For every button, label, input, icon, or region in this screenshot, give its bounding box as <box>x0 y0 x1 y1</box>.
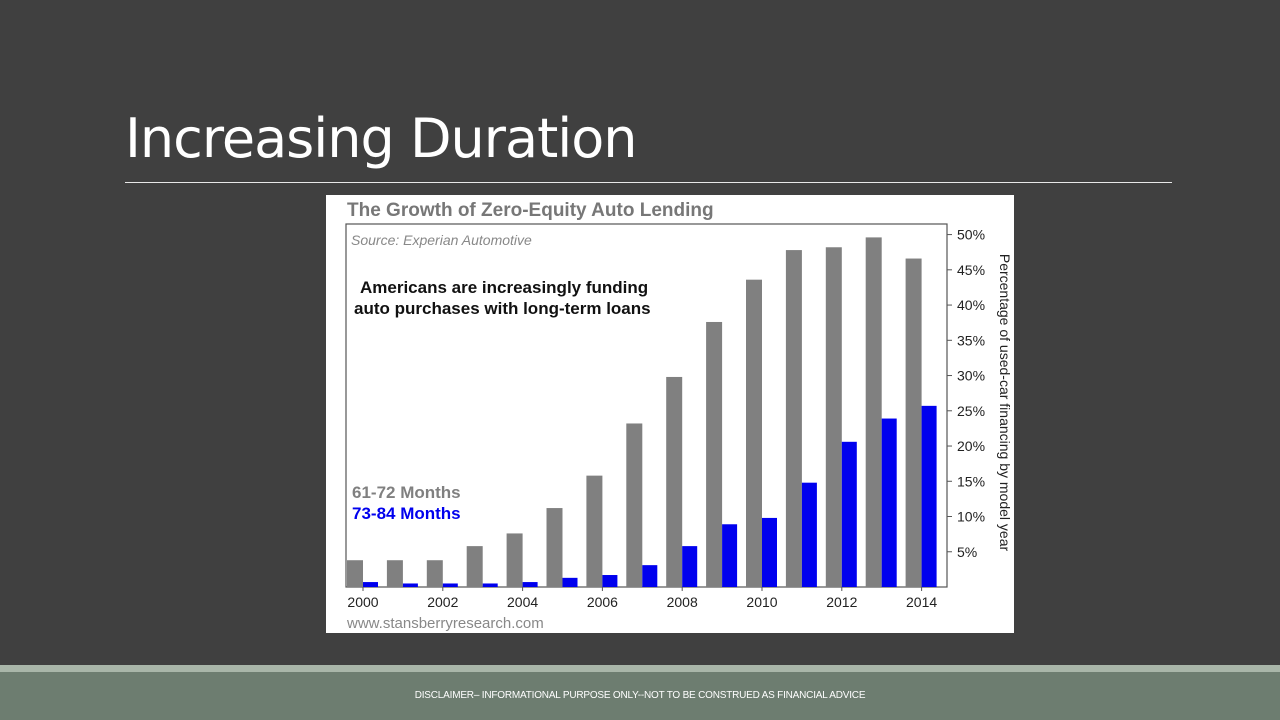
bar-61-72-2001 <box>386 560 403 587</box>
bar-61-72-2000 <box>347 560 363 587</box>
bar-73-84-2014 <box>921 405 937 587</box>
y-tick-label: 30% <box>957 368 985 384</box>
bar-61-72-2012 <box>825 247 842 587</box>
footer-bar <box>0 672 1280 720</box>
y-tick-label: 45% <box>957 262 985 278</box>
bar-73-84-2004 <box>522 582 538 587</box>
bar-73-84-2002 <box>442 583 458 587</box>
y-tick-label: 15% <box>957 473 985 489</box>
legend-item-61-72: 61-72 Months <box>352 483 461 502</box>
x-tick-label: 2008 <box>667 594 698 610</box>
chart-annotation-line-2: auto purchases with long-term loans <box>354 299 651 318</box>
chart-footer-url: www.stansberryresearch.com <box>346 615 544 632</box>
bar-61-72-2006 <box>586 475 603 587</box>
y-tick-label: 25% <box>957 403 985 419</box>
bar-61-72-2002 <box>426 560 443 587</box>
bar-61-72-2008 <box>666 376 683 587</box>
bar-73-84-2008 <box>682 546 698 587</box>
x-tick-label: 2002 <box>427 594 458 610</box>
y-axis: 5% 10% 15% 20% 25% 30% 35% 40% 45% 50% <box>947 227 985 560</box>
bar-73-84-2009 <box>722 524 738 587</box>
chart-image: The Growth of Zero-Equity Auto Lending S… <box>326 195 1014 633</box>
bar-73-84-2012 <box>841 441 857 587</box>
bar-73-84-2011 <box>801 482 817 587</box>
x-tick-label: 2000 <box>347 594 378 610</box>
x-axis: 2000 2002 2004 2006 2008 2010 2012 2014 <box>347 587 937 610</box>
chart-svg: The Growth of Zero-Equity Auto Lending S… <box>345 200 1013 632</box>
bar-73-84-2001 <box>402 583 418 587</box>
footer-stripe <box>0 665 1280 672</box>
disclaimer-text: DISCLAIMER– INFORMATIONAL PURPOSE ONLY--… <box>414 690 866 701</box>
y-axis-label: Percentage of used-car financing by mode… <box>997 254 1013 552</box>
legend-item-73-84: 73-84 Months <box>352 504 461 523</box>
bar-73-84-2013 <box>881 418 897 587</box>
bar-73-84-2000 <box>363 582 378 587</box>
bar-73-84-2007 <box>642 565 658 587</box>
bar-73-84-2006 <box>602 575 618 587</box>
y-tick-label: 10% <box>957 509 985 525</box>
x-tick-label: 2006 <box>587 594 618 610</box>
bar-73-84-2010 <box>762 517 777 587</box>
bar-61-72-2010 <box>746 279 762 587</box>
chart-title: The Growth of Zero-Equity Auto Lending <box>347 200 714 221</box>
bar-61-72-2003 <box>466 546 483 587</box>
bar-73-84-2005 <box>562 577 578 587</box>
bar-61-72-2005 <box>546 508 563 587</box>
slide-title: Increasing Duration <box>125 107 638 170</box>
chart-source: Source: Experian Automotive <box>351 232 532 248</box>
x-tick-label: 2004 <box>507 594 538 610</box>
bar-61-72-2013 <box>865 237 882 587</box>
y-tick-label: 40% <box>957 297 985 313</box>
y-tick-label: 20% <box>957 438 985 454</box>
bars-group <box>347 237 937 587</box>
bar-61-72-2007 <box>626 423 643 587</box>
bar-61-72-2014 <box>905 258 922 587</box>
bar-61-72-2009 <box>706 321 723 587</box>
y-tick-label: 35% <box>957 332 985 348</box>
title-divider <box>125 182 1172 183</box>
y-tick-label: 5% <box>957 544 977 560</box>
x-tick-label: 2012 <box>826 594 857 610</box>
x-tick-label: 2014 <box>906 594 937 610</box>
y-tick-label: 50% <box>957 227 985 243</box>
bar-61-72-2004 <box>506 533 523 587</box>
bar-61-72-2011 <box>785 250 802 587</box>
chart-annotation-line-1: Americans are increasingly funding <box>360 278 648 297</box>
x-tick-label: 2010 <box>746 594 777 610</box>
bar-73-84-2003 <box>482 583 498 587</box>
